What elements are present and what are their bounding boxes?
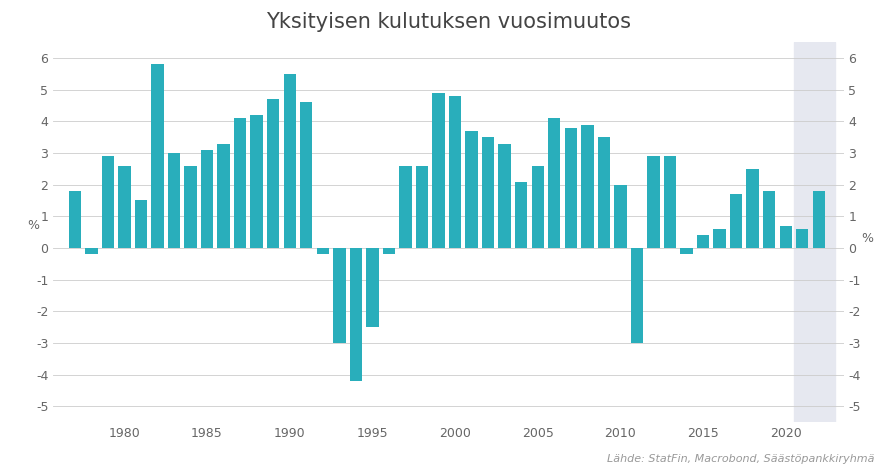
Bar bbox=[267, 99, 280, 248]
Bar bbox=[333, 248, 345, 343]
Bar bbox=[400, 166, 412, 248]
Bar bbox=[515, 182, 527, 248]
Bar bbox=[283, 74, 296, 248]
Bar bbox=[730, 194, 742, 248]
Bar bbox=[383, 248, 395, 254]
Bar bbox=[185, 166, 197, 248]
Bar bbox=[482, 137, 495, 248]
Bar bbox=[68, 191, 81, 248]
Bar bbox=[747, 169, 759, 248]
Y-axis label: %: % bbox=[28, 219, 40, 232]
Bar bbox=[647, 156, 660, 248]
Bar bbox=[614, 185, 627, 248]
Bar bbox=[794, 42, 836, 422]
Bar bbox=[85, 248, 98, 254]
Bar bbox=[101, 156, 114, 248]
Y-axis label: %: % bbox=[861, 232, 873, 245]
Bar bbox=[813, 191, 825, 248]
Bar bbox=[697, 235, 710, 248]
Bar bbox=[498, 144, 511, 248]
Bar bbox=[118, 166, 131, 248]
Bar bbox=[168, 153, 180, 248]
Bar bbox=[713, 229, 725, 248]
Bar bbox=[796, 229, 808, 248]
Bar bbox=[218, 144, 230, 248]
Bar bbox=[448, 96, 461, 248]
Bar bbox=[135, 201, 147, 248]
Bar bbox=[581, 125, 593, 248]
Bar bbox=[763, 191, 775, 248]
Bar bbox=[416, 166, 428, 248]
Bar bbox=[664, 156, 676, 248]
Bar bbox=[465, 131, 478, 248]
Bar bbox=[201, 150, 213, 248]
Bar bbox=[317, 248, 329, 254]
Bar bbox=[234, 118, 246, 248]
Bar bbox=[680, 248, 693, 254]
Bar bbox=[432, 93, 445, 248]
Bar bbox=[250, 115, 263, 248]
Bar bbox=[532, 166, 544, 248]
Bar bbox=[565, 128, 577, 248]
Text: Lähde: StatFin, Macrobond, Säästöpankkiryhmä: Lähde: StatFin, Macrobond, Säästöpankkir… bbox=[607, 454, 875, 464]
Bar bbox=[366, 248, 378, 327]
Title: Yksityisen kulutuksen vuosimuutos: Yksityisen kulutuksen vuosimuutos bbox=[266, 12, 631, 32]
Bar bbox=[548, 118, 560, 248]
Bar bbox=[300, 102, 313, 248]
Bar bbox=[350, 248, 362, 381]
Bar bbox=[630, 248, 643, 343]
Bar bbox=[780, 226, 792, 248]
Bar bbox=[151, 64, 163, 248]
Bar bbox=[598, 137, 610, 248]
